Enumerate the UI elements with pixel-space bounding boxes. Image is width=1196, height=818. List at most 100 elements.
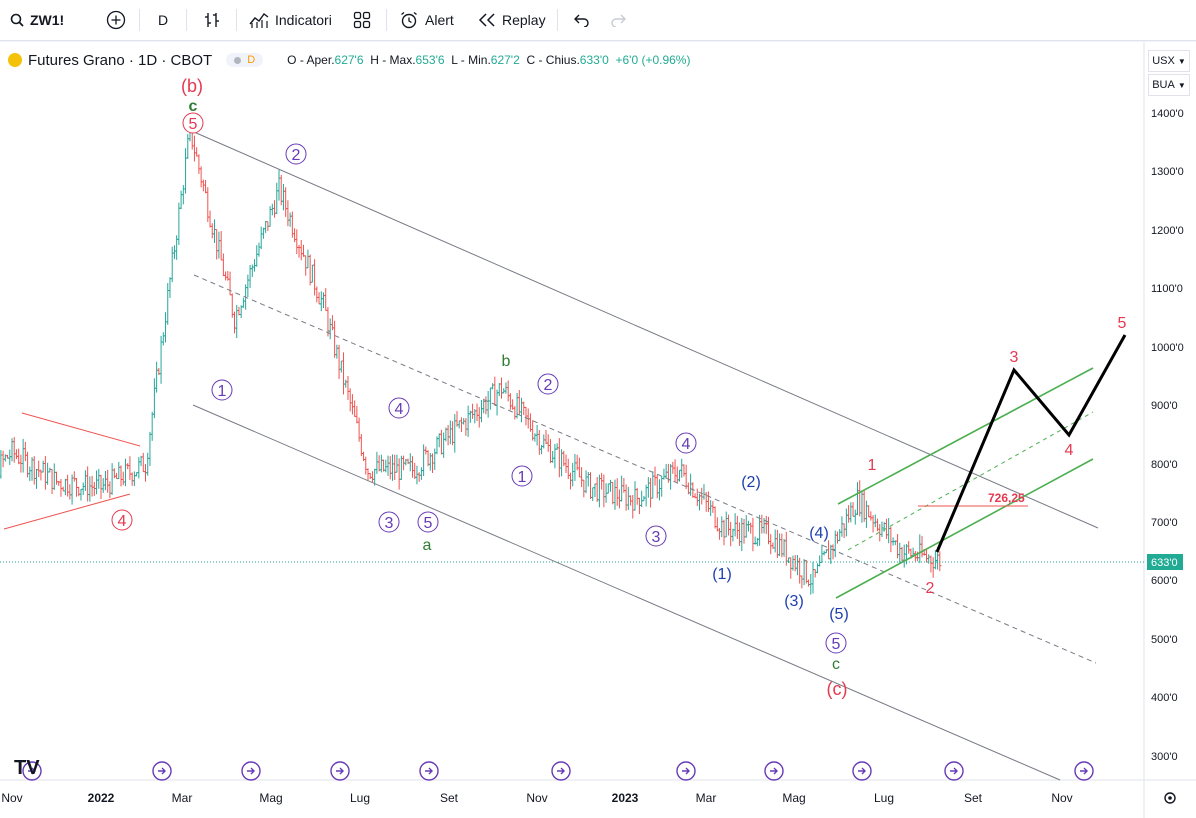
event-arrow-icon xyxy=(425,767,433,775)
high-label: H - Max. xyxy=(370,53,416,67)
price-tick: 1300'0 xyxy=(1151,166,1184,178)
wave-label: 2 xyxy=(544,377,553,394)
price-tick: 1000'0 xyxy=(1151,342,1184,354)
symbol-search[interactable]: ZW1! xyxy=(10,0,64,40)
search-icon xyxy=(10,13,24,27)
redo-icon xyxy=(611,14,626,27)
event-arrow-icon xyxy=(682,767,690,775)
interval-button[interactable]: D xyxy=(158,0,168,40)
symbol-logo-icon xyxy=(8,53,22,67)
channel-upper-line[interactable] xyxy=(193,131,1099,529)
event-arrow-icon xyxy=(158,767,166,775)
event-markers[interactable] xyxy=(22,761,1094,781)
time-tick: 2023 xyxy=(612,791,639,805)
currency-label: USX xyxy=(1152,55,1175,67)
wave-label: (1) xyxy=(712,566,732,583)
event-arrow-icon xyxy=(557,767,565,775)
wave-label: (5) xyxy=(829,606,849,623)
price-tick: 800'0 xyxy=(1151,459,1178,471)
compare-button[interactable] xyxy=(106,0,126,40)
price-tick: 300'0 xyxy=(1151,751,1178,763)
wave-label: 4 xyxy=(682,436,691,453)
settings-icon[interactable] xyxy=(1164,792,1176,804)
price-tick: 1100'0 xyxy=(1151,283,1183,295)
wave-label: (c) xyxy=(827,679,848,699)
triangle-lower-line[interactable] xyxy=(3,493,131,530)
wave-label: (2) xyxy=(741,474,761,491)
last-price-label: 633'0 xyxy=(1151,557,1178,569)
wave-label: 2 xyxy=(926,580,935,597)
time-axis[interactable]: Nov 2022 Mar Mag Lug Set Nov 2023 Mar Ma… xyxy=(1,791,1072,805)
time-tick: Mar xyxy=(172,791,193,805)
time-tick: Mag xyxy=(782,791,805,805)
chevron-down-icon: ▼ xyxy=(1177,56,1186,66)
price-tick: 1200'0 xyxy=(1151,225,1184,237)
rewind-icon xyxy=(478,13,495,27)
unit-selector[interactable]: BUA ▼ xyxy=(1148,74,1190,96)
price-axis[interactable]: 1400'0 1300'0 1200'0 1100'0 1000'0 900'0… xyxy=(1151,108,1184,763)
low-label: L - Min. xyxy=(451,53,491,67)
event-arrow-icon xyxy=(770,767,778,775)
interval-label: D xyxy=(158,12,169,28)
time-tick: Nov xyxy=(1,791,22,805)
time-tick: Lug xyxy=(350,791,370,805)
green-channel-mid[interactable] xyxy=(847,411,1094,551)
channel-mid-line[interactable] xyxy=(193,274,1097,664)
change-value: +6'0 (+0.96%) xyxy=(615,53,691,67)
layouts-button[interactable] xyxy=(353,0,371,40)
tradingview-logo[interactable]: TV xyxy=(14,757,40,779)
event-arrow-icon xyxy=(858,767,866,775)
price-tick: 400'0 xyxy=(1151,692,1178,704)
last-price-tag xyxy=(1147,554,1183,570)
event-arrow-icon xyxy=(1080,767,1088,775)
event-arrow-icon xyxy=(950,767,958,775)
wave-label: 4 xyxy=(118,513,127,530)
close-label: C - Chius. xyxy=(526,53,580,67)
wave-label: 5 xyxy=(1118,315,1127,332)
symbol-label: ZW1! xyxy=(30,12,65,28)
projection-path[interactable] xyxy=(935,334,1127,553)
plus-circle-icon xyxy=(106,10,126,30)
green-channel-upper[interactable] xyxy=(837,367,1094,505)
wave-label: c xyxy=(832,656,840,673)
time-tick: Nov xyxy=(526,791,547,805)
alert-label: Alert xyxy=(425,12,454,28)
chart-legend: Futures Grano · 1D · CBOT D O - Aper.627… xyxy=(8,48,690,72)
wave-label: c xyxy=(189,98,198,115)
open-label: O - Aper. xyxy=(287,53,335,67)
wave-label: 5 xyxy=(424,515,433,532)
time-tick: Lug xyxy=(874,791,894,805)
open-value: 627'6 xyxy=(334,53,364,67)
wave-label: 3 xyxy=(385,515,394,532)
indicators-button[interactable]: Indicatori xyxy=(249,0,332,40)
price-chart[interactable]: 726,25 1400'0 1300'0 1200'0 1100'0 1000'… xyxy=(0,42,1196,818)
channel-lower-line[interactable] xyxy=(192,404,1061,781)
currency-selector[interactable]: USX ▼ xyxy=(1148,50,1190,72)
wave-label: a xyxy=(423,537,432,554)
event-arrow-icon xyxy=(336,767,344,775)
time-tick: Set xyxy=(440,791,459,805)
green-channel-lower[interactable] xyxy=(835,458,1094,599)
chart-pane[interactable]: 726,25 1400'0 1300'0 1200'0 1100'0 1000'… xyxy=(0,42,1196,818)
top-toolbar: ZW1! D Indicatori Alert Replay xyxy=(0,0,1196,41)
replay-button[interactable]: Replay xyxy=(478,0,546,40)
symbol-title[interactable]: Futures Grano · 1D · CBOT xyxy=(28,51,213,69)
undo-icon xyxy=(574,14,589,27)
price-tick: 700'0 xyxy=(1151,517,1178,529)
event-arrow-icon xyxy=(28,767,36,775)
wave-label: (3) xyxy=(784,593,804,610)
redo-button[interactable] xyxy=(610,0,628,40)
alert-button[interactable]: Alert xyxy=(399,0,454,40)
wave-label: 5 xyxy=(189,116,198,133)
triangle-upper-line[interactable] xyxy=(21,412,141,447)
wave-label: 4 xyxy=(395,401,404,418)
wave-label: 3 xyxy=(1010,349,1019,366)
chart-type-button[interactable] xyxy=(203,0,221,40)
market-status-badge[interactable]: D xyxy=(226,53,264,67)
wave-label: 1 xyxy=(868,457,877,474)
undo-button[interactable] xyxy=(572,0,590,40)
level-value: 726,25 xyxy=(988,491,1025,505)
wave-label: 2 xyxy=(292,147,301,164)
indicators-label: Indicatori xyxy=(275,12,332,28)
indicators-icon xyxy=(249,13,269,28)
